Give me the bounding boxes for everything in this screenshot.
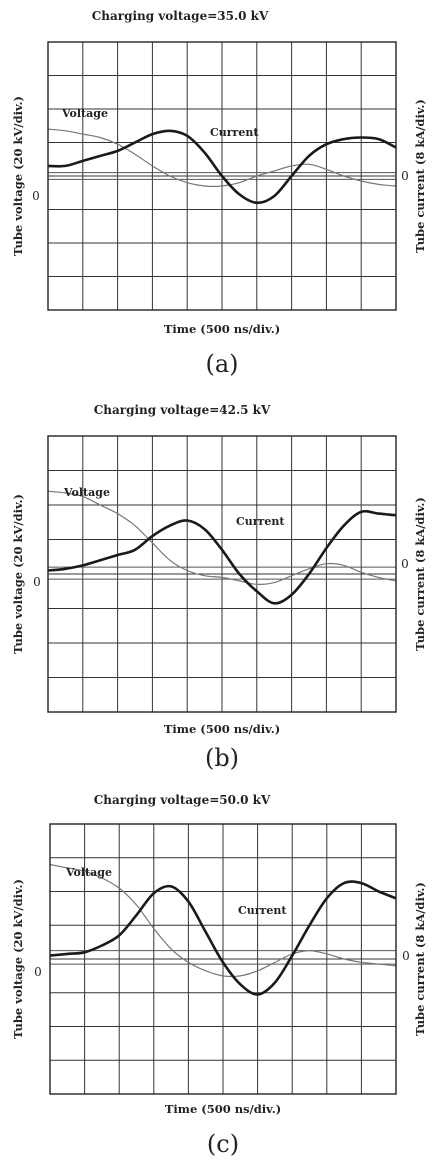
plot-area	[47, 41, 397, 311]
zero-label-right: 0	[401, 557, 409, 571]
y-axis-label-left: Tube voltage (20 kV/div.)	[11, 879, 25, 1039]
zero-label-right: 0	[402, 949, 410, 963]
annotation-voltage: Voltage	[61, 107, 108, 120]
y-axis-label-left: Tube voltage (20 kV/div.)	[11, 96, 25, 256]
chart-title: Charging voltage=35.0 kV	[92, 9, 269, 23]
annotation-current: Current	[238, 904, 287, 917]
annotation-current: Current	[236, 515, 285, 528]
panel-label: (a)	[205, 350, 238, 378]
plot-area	[47, 435, 397, 713]
x-axis-label: Time (500 ns/div.)	[165, 1102, 281, 1116]
plot-frame	[49, 823, 397, 1095]
current-trace	[49, 880, 397, 996]
zero-label-left: 0	[32, 189, 40, 203]
chart-title: Charging voltage=50.0 kV	[94, 793, 271, 807]
current-trace	[47, 129, 397, 205]
voltage-trace	[47, 128, 397, 188]
chart-svg-c: Charging voltage=50.0 kV Tube voltage (2…	[11, 793, 427, 1158]
chart-svg-b: Charging voltage=42.5 kV Tube voltage (2…	[11, 403, 427, 772]
annotation-voltage: Voltage	[63, 486, 110, 499]
chart-title: Charging voltage=42.5 kV	[94, 403, 271, 417]
chart-panel-c: Charging voltage=50.0 kV Tube voltage (2…	[0, 778, 435, 1160]
annotation-current: Current	[210, 126, 259, 139]
plot-frame	[47, 41, 397, 311]
y-axis-label-left: Tube voltage (20 kV/div.)	[11, 494, 25, 654]
chart-svg-a: Charging voltage=35.0 kV Tube voltage (2…	[11, 9, 427, 378]
zero-label-left: 0	[33, 575, 41, 589]
panel-label: (c)	[207, 1130, 239, 1158]
chart-panel-b: Charging voltage=42.5 kV Tube voltage (2…	[0, 388, 435, 773]
current-trace	[47, 509, 397, 605]
chart-panel-a: Charging voltage=35.0 kV Tube voltage (2…	[0, 0, 435, 380]
y-axis-label-right: Tube current (8 kA/div.)	[413, 882, 427, 1036]
y-axis-label-right: Tube current (8 kA/div.)	[413, 497, 427, 651]
zero-label-right: 0	[401, 169, 409, 183]
voltage-trace	[47, 490, 397, 585]
voltage-trace	[49, 863, 397, 978]
plot-frame	[47, 435, 397, 713]
zero-label-left: 0	[34, 965, 42, 979]
x-axis-label: Time (500 ns/div.)	[164, 322, 280, 336]
panel-label: (b)	[205, 744, 239, 772]
plot-area	[49, 823, 397, 1095]
y-axis-label-right: Tube current (8 kA/div.)	[413, 99, 427, 253]
annotation-voltage: Voltage	[65, 866, 112, 879]
x-axis-label: Time (500 ns/div.)	[164, 722, 280, 736]
